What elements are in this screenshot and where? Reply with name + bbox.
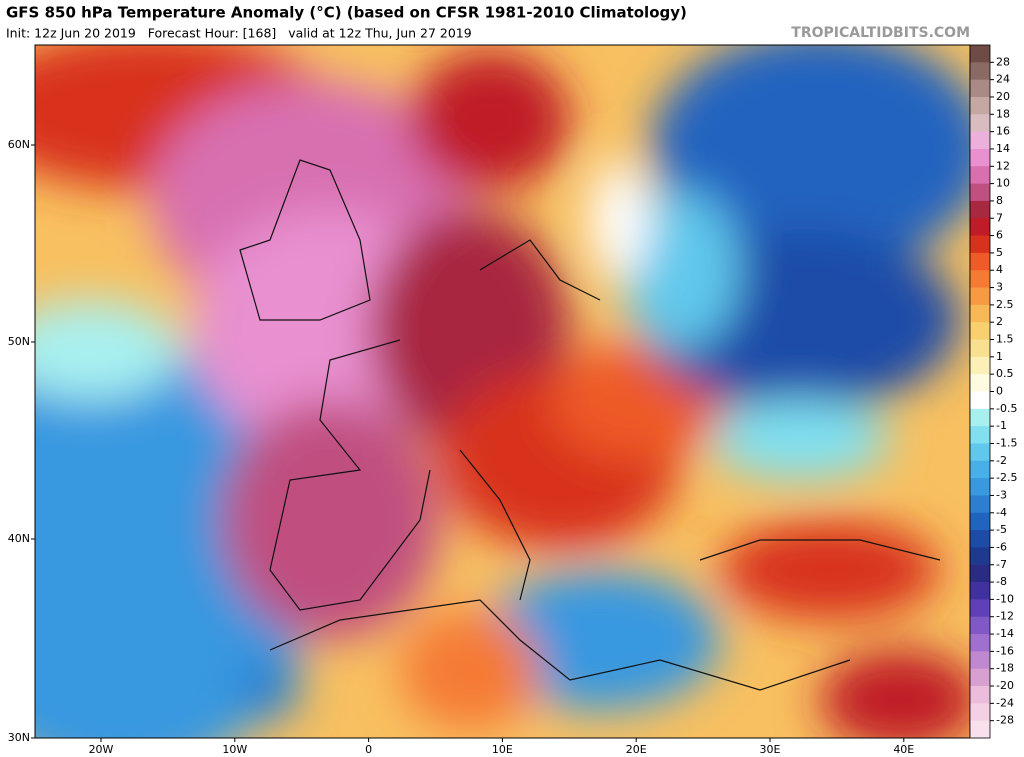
colorbar-swatch xyxy=(970,443,990,462)
colorbar-label: 2 xyxy=(996,315,1003,328)
colorbar-swatch xyxy=(970,374,990,392)
colorbar-label: -10 xyxy=(996,592,1014,605)
site-credit: TROPICALTIDBITS.COM xyxy=(791,25,970,41)
colorbar-label: -20 xyxy=(996,679,1014,692)
colorbar-label: 0 xyxy=(996,385,1003,398)
colorbar-label: 1.5 xyxy=(996,333,1014,346)
colorbar-swatch xyxy=(970,148,990,167)
colorbar-swatch xyxy=(970,686,990,704)
colorbar-swatch xyxy=(970,616,990,635)
colorbar-label: 16 xyxy=(996,125,1010,138)
colorbar-label: 24 xyxy=(996,73,1010,86)
colorbar-swatch xyxy=(970,287,990,306)
colorbar-label: 4 xyxy=(996,263,1003,276)
colorbar-label: -2 xyxy=(996,454,1007,467)
axes: 60N 50N 40N 30N 20W 10W 0 10E 20E 30E 40E xyxy=(8,138,915,756)
colorbar-swatch xyxy=(970,408,990,427)
colorbar-swatch xyxy=(970,530,990,548)
colorbar-label: -0.5 xyxy=(996,402,1017,415)
lon-label: 40E xyxy=(893,743,914,756)
colorbar-label: 6 xyxy=(996,229,1003,242)
colorbar-label: 14 xyxy=(996,142,1010,155)
colorbar-swatch xyxy=(970,218,990,237)
colorbar-swatch xyxy=(970,564,990,583)
colorbar-swatch xyxy=(970,356,990,375)
colorbar-swatch xyxy=(970,339,990,358)
colorbar-swatch xyxy=(970,131,990,150)
lat-label: 60N xyxy=(8,138,30,151)
lat-label: 30N xyxy=(8,731,30,744)
lon-label: 10W xyxy=(222,743,247,756)
colorbar-label: -3 xyxy=(996,488,1007,501)
colorbar-swatch xyxy=(970,391,990,410)
colorbar-label: 0.5 xyxy=(996,367,1014,380)
colorbar-label: 28 xyxy=(996,55,1010,68)
colorbar-swatch xyxy=(970,45,990,63)
colorbar-label: -2.5 xyxy=(996,471,1017,484)
lon-label: 20E xyxy=(626,743,647,756)
colorbar-label: 7 xyxy=(996,211,1003,224)
colorbar-label: 8 xyxy=(996,194,1003,207)
lon-label: 20W xyxy=(89,743,114,756)
colorbar-label: -24 xyxy=(996,696,1014,709)
colorbar-label: -12 xyxy=(996,610,1014,623)
colorbar-label: 3 xyxy=(996,281,1003,294)
colorbar-label: 10 xyxy=(996,177,1010,190)
colorbar-swatch xyxy=(970,703,990,722)
colorbar-swatch xyxy=(970,547,990,566)
colorbar: 28 24 20 18 16 14 12 10 8 7 6 5 4 3 2.5 2 1.5 1 0.5 0 -0.5 -1… xyxy=(969,44,1017,739)
colorbar-swatch xyxy=(970,200,990,219)
map xyxy=(35,45,970,738)
colorbar-label: 20 xyxy=(996,90,1010,103)
lon-label: 30E xyxy=(760,743,781,756)
title: GFS 850 hPa Temperature Anomaly (°C) (ba… xyxy=(6,4,687,22)
colorbar-swatch xyxy=(970,235,990,254)
colorbar-swatch xyxy=(970,62,990,81)
colorbar-swatch xyxy=(970,114,990,133)
colorbar-label: 1 xyxy=(996,350,1003,363)
colorbar-swatch xyxy=(970,668,990,687)
colorbar-swatch xyxy=(970,322,990,341)
colorbar-label: 12 xyxy=(996,159,1010,172)
colorbar-label: -8 xyxy=(996,575,1007,588)
colorbar-swatch xyxy=(970,460,990,479)
colorbar-label: -28 xyxy=(996,714,1014,727)
subtitle: Init: 12z Jun 20 2019 Forecast Hour: [16… xyxy=(6,26,472,41)
colorbar-swatch xyxy=(970,166,990,185)
colorbar-label: -4 xyxy=(996,506,1007,519)
colorbar-swatch xyxy=(970,183,990,202)
colorbar-swatch xyxy=(970,512,990,531)
colorbar-label: -6 xyxy=(996,540,1007,553)
colorbar-swatch xyxy=(970,720,990,739)
colorbar-swatch xyxy=(970,478,990,496)
colorbar-label: -7 xyxy=(996,558,1007,571)
colorbar-swatch xyxy=(970,651,990,670)
colorbar-swatch xyxy=(970,79,990,98)
colorbar-swatch xyxy=(970,495,990,514)
colorbar-label: 18 xyxy=(996,107,1010,120)
colorbar-swatch xyxy=(970,634,990,652)
lon-label: 10E xyxy=(492,743,513,756)
colorbar-label: -18 xyxy=(996,662,1014,675)
colorbar-swatch xyxy=(970,582,990,600)
colorbar-swatch xyxy=(970,304,990,323)
colorbar-label: -1.5 xyxy=(996,436,1017,449)
lat-label: 50N xyxy=(8,335,30,348)
colorbar-swatch xyxy=(970,426,990,444)
lat-label: 40N xyxy=(8,532,30,545)
colorbar-label: -1 xyxy=(996,419,1007,432)
colorbar-label: 5 xyxy=(996,246,1003,259)
colorbar-swatch xyxy=(970,96,990,115)
colorbar-label: 2.5 xyxy=(996,298,1014,311)
colorbar-swatch xyxy=(970,252,990,271)
colorbar-swatch xyxy=(970,270,990,289)
colorbar-label: -5 xyxy=(996,523,1007,536)
colorbar-label: -14 xyxy=(996,627,1014,640)
lon-label: 0 xyxy=(365,743,372,756)
colorbar-label: -16 xyxy=(996,644,1014,657)
colorbar-swatch xyxy=(970,599,990,618)
